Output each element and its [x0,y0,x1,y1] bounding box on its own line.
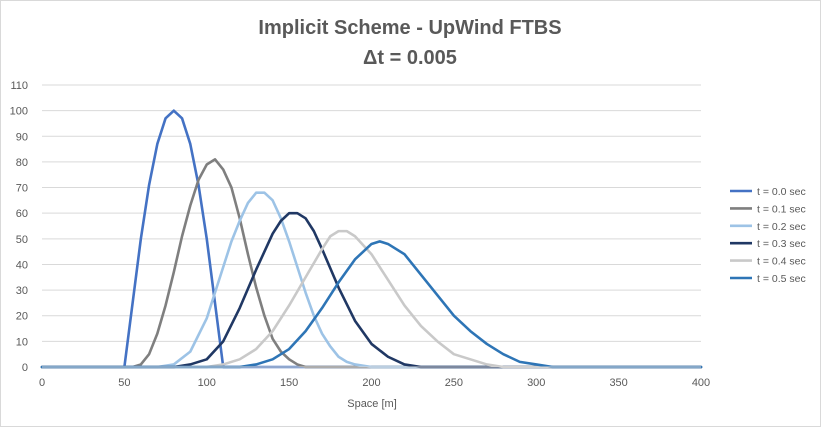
legend-item: t = 0.2 sec [730,221,806,233]
y-tick-label: 80 [16,157,28,169]
x-tick-label: 0 [39,377,45,389]
x-axis-ticks: 0 50 100 150 200 250 300 350 400 [39,377,710,389]
x-tick-label: 50 [118,377,130,389]
y-tick-label: 70 [16,183,28,195]
legend-item: t = 0.3 sec [730,238,806,250]
x-tick-label: 150 [280,377,298,389]
y-axis-ticks: 0 10 20 30 40 50 60 70 80 90 100 110 [10,80,28,374]
series-line-1 [40,158,703,369]
chart-title: Implicit Scheme - UpWind FTBS [258,17,561,39]
x-tick-label: 250 [445,377,463,389]
y-tick-label: 50 [16,234,28,246]
series-line-4 [40,229,703,369]
legend-label: t = 0.1 sec [757,203,806,215]
series-line-5 [40,240,703,369]
legend-label: t = 0.3 sec [757,238,806,250]
x-tick-label: 300 [527,377,545,389]
legend: t = 0.0 sec t = 0.1 sec t = 0.2 sec t = 0.3… [730,186,806,285]
y-tick-label: 30 [16,285,28,297]
gridlines [42,84,701,342]
chart-subtitle: Δt = 0.005 [363,47,457,69]
x-axis-title: Space [m] [347,398,397,410]
series-line-2 [40,191,703,369]
x-tick-label: 200 [362,377,380,389]
x-tick-label: 100 [198,377,216,389]
series-line-3 [40,211,703,369]
y-tick-label: 110 [10,80,28,92]
y-tick-label: 100 [10,106,28,118]
x-tick-label: 350 [609,377,627,389]
legend-item: t = 0.0 sec [730,186,806,198]
legend-label: t = 0.2 sec [757,221,806,233]
series-line-0 [40,109,703,369]
y-tick-label: 90 [16,131,28,143]
y-tick-label: 20 [16,311,28,323]
legend-item: t = 0.4 sec [730,256,806,268]
legend-label: t = 0.4 sec [757,256,806,268]
y-tick-label: 60 [16,208,28,220]
y-tick-label: 0 [22,362,28,374]
x-tick-label: 400 [692,377,710,389]
series-lines [40,109,703,369]
y-tick-label: 40 [16,259,28,271]
legend-item: t = 0.5 sec [730,273,806,285]
y-tick-label: 10 [16,336,28,348]
legend-label: t = 0.0 sec [757,186,806,198]
legend-item: t = 0.1 sec [730,203,806,215]
legend-label: t = 0.5 sec [757,273,806,285]
